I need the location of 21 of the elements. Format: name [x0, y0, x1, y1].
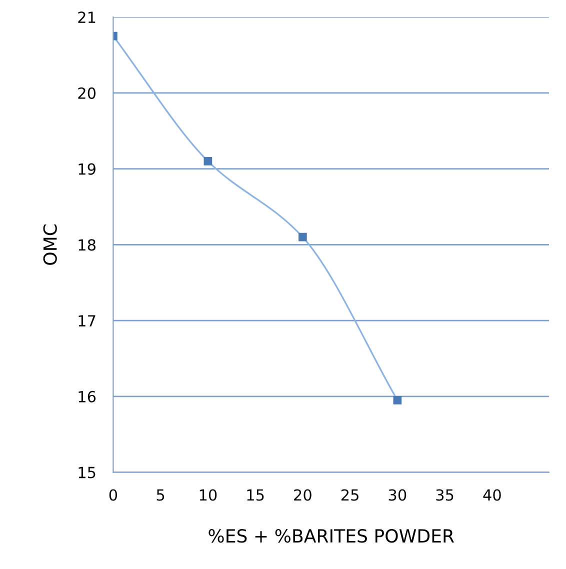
y-tick-label: 21: [78, 12, 96, 23]
x-tick-label: 0: [109, 489, 118, 501]
x-axis-title: %ES + %BARITES POWDER: [208, 529, 454, 543]
y-tick-label: 16: [78, 390, 96, 402]
point: [393, 396, 402, 404]
y-tick-label: 19: [78, 163, 96, 175]
x-tick-label: 40: [483, 489, 501, 501]
x-tick-label: 15: [247, 489, 264, 501]
x-tick-label: 10: [200, 489, 217, 501]
y-tick-label: 17: [78, 315, 96, 326]
y-tick-label: 20: [78, 87, 96, 99]
y-tick-label: 18: [78, 239, 96, 251]
x-tick-label: 20: [294, 489, 312, 501]
x-tick-label: 30: [388, 489, 406, 501]
point: [298, 232, 307, 242]
x-tick-label: 35: [436, 489, 454, 501]
point: [204, 157, 212, 166]
y-tick-label: 15: [78, 466, 96, 478]
y-axis-title: OMC: [43, 224, 57, 265]
x-tick-label: 25: [341, 489, 358, 501]
x-tick-label: 5: [156, 489, 164, 501]
